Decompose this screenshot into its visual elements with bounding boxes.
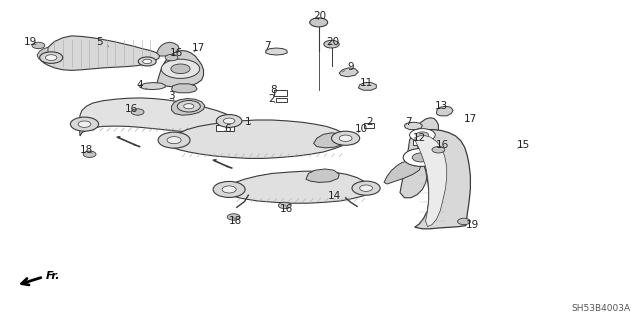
Text: 5: 5 xyxy=(96,36,109,47)
Polygon shape xyxy=(306,169,339,182)
Circle shape xyxy=(158,132,190,148)
Text: 7: 7 xyxy=(405,117,412,127)
Circle shape xyxy=(310,18,328,27)
Circle shape xyxy=(167,137,181,144)
Circle shape xyxy=(360,185,372,191)
Text: 12: 12 xyxy=(413,133,426,143)
Circle shape xyxy=(412,153,430,162)
Polygon shape xyxy=(37,47,48,61)
Polygon shape xyxy=(79,98,237,136)
Polygon shape xyxy=(172,84,197,93)
Circle shape xyxy=(324,40,339,48)
Text: 9: 9 xyxy=(342,62,354,72)
Text: 3: 3 xyxy=(168,91,175,101)
Polygon shape xyxy=(42,36,160,70)
Polygon shape xyxy=(157,42,179,56)
Polygon shape xyxy=(404,122,422,130)
Text: 15: 15 xyxy=(517,140,530,150)
Text: 19: 19 xyxy=(24,36,37,47)
Text: 20: 20 xyxy=(326,36,339,47)
Text: 18: 18 xyxy=(229,216,242,227)
Polygon shape xyxy=(436,106,453,116)
Text: 6: 6 xyxy=(224,124,230,134)
Polygon shape xyxy=(168,120,349,158)
Circle shape xyxy=(40,52,63,63)
Circle shape xyxy=(213,181,245,197)
Text: 16: 16 xyxy=(436,140,449,150)
Text: Fr.: Fr. xyxy=(46,271,61,281)
Text: 8: 8 xyxy=(271,84,277,95)
Circle shape xyxy=(45,55,57,60)
Circle shape xyxy=(416,132,429,138)
Circle shape xyxy=(332,131,360,145)
Circle shape xyxy=(352,181,380,195)
Text: 11: 11 xyxy=(360,78,372,88)
Circle shape xyxy=(216,115,242,127)
Circle shape xyxy=(432,147,445,153)
Text: 13: 13 xyxy=(435,101,448,111)
Polygon shape xyxy=(364,123,374,128)
Text: SH53B4003A: SH53B4003A xyxy=(572,304,630,313)
Circle shape xyxy=(32,42,45,49)
Polygon shape xyxy=(413,140,421,145)
Polygon shape xyxy=(172,99,205,115)
Polygon shape xyxy=(140,83,165,90)
Text: 16: 16 xyxy=(125,104,138,114)
Circle shape xyxy=(171,64,190,74)
Circle shape xyxy=(227,214,240,220)
Text: 4: 4 xyxy=(136,80,147,90)
Polygon shape xyxy=(216,125,234,131)
Polygon shape xyxy=(223,171,371,203)
Text: 18: 18 xyxy=(80,145,93,156)
Circle shape xyxy=(131,109,144,115)
Circle shape xyxy=(143,59,152,64)
Circle shape xyxy=(223,118,235,124)
Circle shape xyxy=(339,135,352,141)
Circle shape xyxy=(403,148,439,166)
Polygon shape xyxy=(266,48,287,55)
Text: 7: 7 xyxy=(264,41,271,52)
Circle shape xyxy=(222,186,236,193)
Text: 20: 20 xyxy=(314,11,326,21)
Polygon shape xyxy=(157,51,204,87)
Text: 14: 14 xyxy=(328,191,340,201)
Polygon shape xyxy=(339,68,358,77)
Circle shape xyxy=(278,202,291,209)
Polygon shape xyxy=(415,135,447,227)
Text: 19: 19 xyxy=(466,220,479,230)
Text: 16: 16 xyxy=(170,48,182,58)
Text: 2: 2 xyxy=(269,94,275,104)
Polygon shape xyxy=(314,133,346,148)
Text: 10: 10 xyxy=(355,124,368,134)
Circle shape xyxy=(458,218,470,225)
Polygon shape xyxy=(358,83,376,90)
Polygon shape xyxy=(212,159,216,161)
Circle shape xyxy=(138,57,156,66)
Text: 2: 2 xyxy=(367,117,373,127)
Text: 17: 17 xyxy=(464,114,477,124)
Polygon shape xyxy=(400,118,438,198)
Text: 1: 1 xyxy=(245,116,252,127)
Polygon shape xyxy=(276,98,287,102)
Polygon shape xyxy=(116,136,120,138)
Circle shape xyxy=(165,54,178,61)
Circle shape xyxy=(177,100,200,112)
Polygon shape xyxy=(384,161,421,184)
Circle shape xyxy=(410,129,435,141)
Circle shape xyxy=(78,121,91,127)
Circle shape xyxy=(161,59,200,78)
Polygon shape xyxy=(274,90,287,96)
Circle shape xyxy=(70,117,99,131)
Text: 17: 17 xyxy=(192,43,205,53)
Circle shape xyxy=(184,104,194,109)
Circle shape xyxy=(83,151,96,157)
Polygon shape xyxy=(415,130,470,229)
Text: 16: 16 xyxy=(280,204,293,214)
